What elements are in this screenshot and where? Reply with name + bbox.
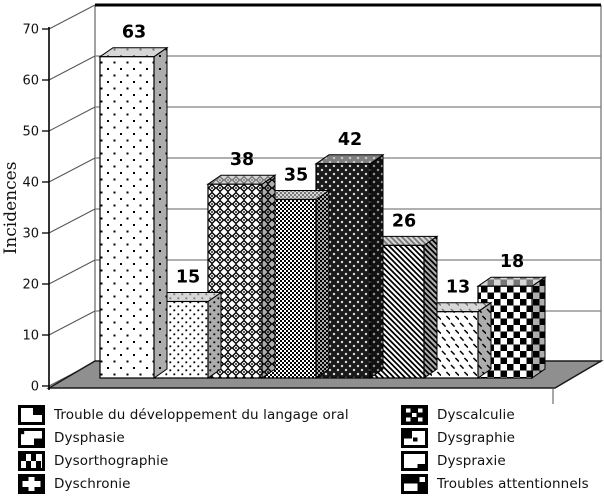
bar-side-face xyxy=(208,292,221,378)
bar-side-face xyxy=(154,47,167,378)
bar-side-shade xyxy=(315,189,330,379)
dense-dots-swatch-icon xyxy=(18,427,45,448)
bar-troubles-attentionnels xyxy=(476,276,547,379)
y-tick-label: 60 xyxy=(22,74,39,89)
side-gridline xyxy=(48,259,96,285)
bar-trouble-du-developpement-du-langage-oral xyxy=(98,46,169,379)
legend-label: Dyschronie xyxy=(54,475,131,492)
bar-side-face xyxy=(532,277,545,378)
y-tick-label: 10 xyxy=(22,329,39,344)
y-axis: 0 10 20 30 40 50 60 70 xyxy=(22,23,50,395)
checkerboard-swatch-icon xyxy=(401,473,428,494)
fine-checker-swatch-icon xyxy=(18,473,45,494)
side-gridline xyxy=(48,208,96,234)
bar-side-shade xyxy=(423,235,438,379)
bar-value-label: 63 xyxy=(122,23,146,43)
legend-label: Trouble du développement du langage oral xyxy=(54,406,349,423)
bar-side-shade xyxy=(261,174,276,379)
value-labels-group: 63 15 38 35 42 26 13 18 xyxy=(122,23,524,298)
y-tick-label: 30 xyxy=(22,227,39,242)
legend-item-dysorthographie: Dysorthographie xyxy=(18,449,349,472)
bar-value-label: 18 xyxy=(500,252,524,272)
legend-item-dyschronie: Dyschronie xyxy=(18,472,349,495)
diamond-lattice-swatch-icon xyxy=(18,450,45,471)
bar-side-shade xyxy=(369,153,384,379)
legend-item-dysphasie: Dysphasie xyxy=(18,426,349,449)
legend-item-troubles-attentionnels: Troubles attentionnels xyxy=(401,472,589,495)
legend-label: Dysorthographie xyxy=(54,452,169,469)
legend-label: Dyscalculie xyxy=(437,406,515,423)
y-tick-label: 50 xyxy=(22,125,39,140)
chart-canvas: 0 10 20 30 40 50 60 70 63 15 38 35 42 26 13 18 Inciden… xyxy=(1,3,604,404)
bar-side-face xyxy=(424,236,437,378)
bar-side-shade xyxy=(477,301,492,379)
legend-column-right: Dyscalculie Dysgraphie Dyspraxie Troub xyxy=(401,403,589,495)
bar-front-face xyxy=(99,56,155,379)
dark-diamond-dots-swatch-icon xyxy=(401,404,428,425)
y-tick-label: 0 xyxy=(31,380,39,395)
bar-side-face xyxy=(316,190,329,378)
side-gridline xyxy=(48,4,96,30)
y-tick-label: 70 xyxy=(22,23,39,38)
bars-group xyxy=(98,46,547,379)
bar-side-face xyxy=(370,154,383,378)
bar-dyspraxie xyxy=(422,301,493,379)
bar-side-shade xyxy=(153,46,168,379)
sparse-dots-swatch-icon xyxy=(18,404,45,425)
legend-item-dyscalculie: Dyscalculie xyxy=(401,403,589,426)
diagonal-stripes-swatch-icon xyxy=(401,427,428,448)
legend-label: Dysphasie xyxy=(54,429,125,446)
bar-value-label: 35 xyxy=(284,166,308,186)
side-gridline xyxy=(48,55,96,81)
y-tick-label: 20 xyxy=(22,278,39,293)
legend-label: Dyspraxie xyxy=(437,452,506,469)
legend-label: Dysgraphie xyxy=(437,429,515,446)
bar-side-shade xyxy=(531,276,546,379)
y-axis-title: Incidences xyxy=(1,162,21,255)
side-gridline xyxy=(48,106,96,132)
legend-item-dyspraxie: Dyspraxie xyxy=(401,449,589,472)
bar-side-face xyxy=(478,302,491,378)
legend-item-dysgraphie: Dysgraphie xyxy=(401,426,589,449)
side-gridline xyxy=(48,157,96,183)
bar-value-label: 38 xyxy=(230,150,254,170)
bar-value-label: 15 xyxy=(176,268,200,288)
dash-rows-swatch-icon xyxy=(401,450,428,471)
incidence-bar-chart: 0 10 20 30 40 50 60 70 63 15 38 35 42 26 13 18 Inciden… xyxy=(1,3,604,404)
legend: Trouble du développement du langage oral… xyxy=(0,401,604,500)
y-tick-label: 40 xyxy=(22,176,39,191)
bar-value-label: 13 xyxy=(446,278,470,298)
bar-side-shade xyxy=(207,291,222,379)
side-gridline xyxy=(48,310,96,336)
legend-label: Troubles attentionnels xyxy=(437,475,589,492)
legend-item-langage-oral: Trouble du développement du langage oral xyxy=(18,403,349,426)
bar-value-label: 26 xyxy=(392,211,416,231)
bar-side-face xyxy=(262,175,275,378)
bar-value-label: 42 xyxy=(338,130,362,150)
legend-column-left: Trouble du développement du langage oral… xyxy=(18,403,349,495)
